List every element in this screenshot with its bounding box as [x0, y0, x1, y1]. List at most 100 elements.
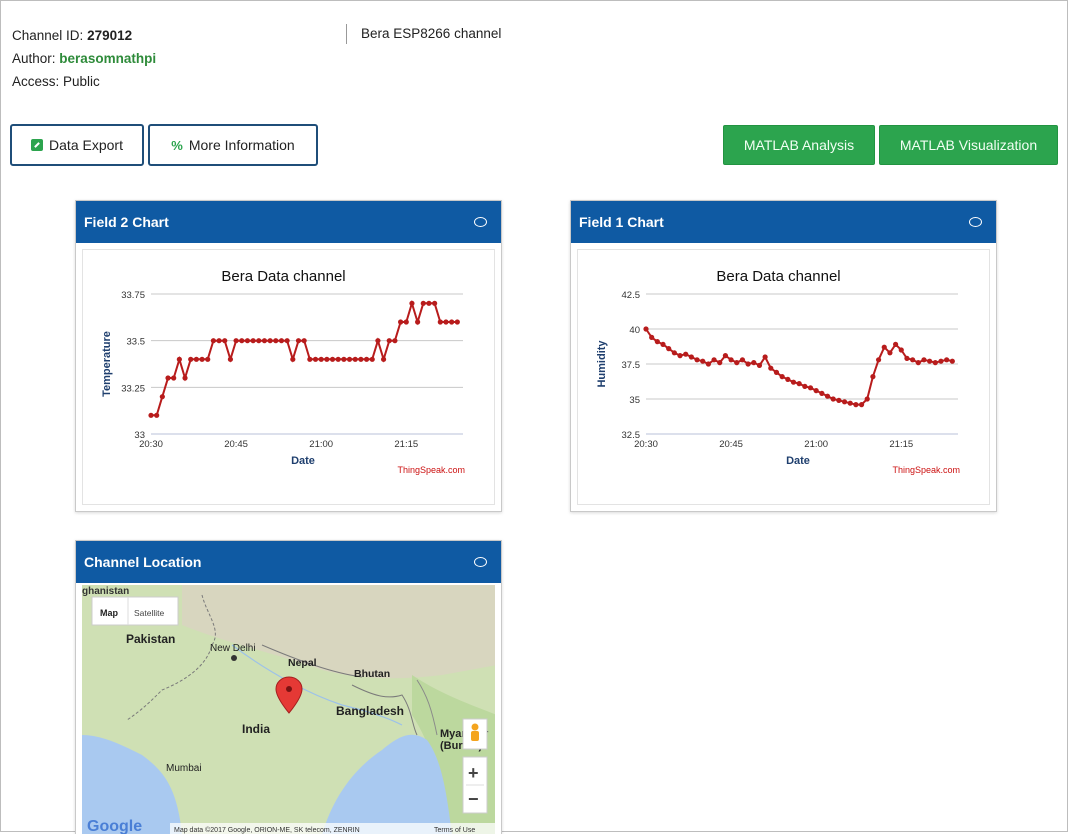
y-tick-label: 33.25	[121, 383, 145, 394]
data-point	[649, 334, 655, 340]
data-point	[722, 353, 729, 359]
data-point	[432, 300, 438, 306]
map-type-satellite-button[interactable]: Satellite	[134, 608, 165, 618]
data-point	[847, 400, 853, 406]
data-point	[756, 362, 763, 368]
data-point	[660, 341, 666, 347]
y-tick-label: 33	[134, 430, 145, 441]
data-point	[881, 344, 887, 350]
data-point	[677, 353, 683, 359]
matlab-visualization-button[interactable]: MATLAB Visualization	[879, 125, 1058, 165]
data-point	[449, 319, 455, 325]
data-point	[870, 374, 876, 380]
map-label-india: India	[242, 722, 270, 736]
data-point	[426, 300, 432, 306]
data-point	[830, 396, 836, 402]
comment-icon[interactable]	[969, 217, 982, 227]
data-export-button[interactable]: Data Export	[10, 124, 144, 166]
data-point	[216, 338, 222, 344]
y-tick-label: 40	[629, 325, 640, 336]
data-point	[915, 360, 921, 366]
comment-icon[interactable]	[474, 217, 487, 227]
data-point	[643, 326, 649, 332]
data-point	[728, 357, 734, 363]
y-tick-label: 37.5	[622, 360, 641, 371]
data-point	[329, 356, 336, 362]
field1-chart: Bera Data channel 32.5 35 37.5 40 42.5 20:30 20…	[596, 268, 960, 475]
data-point	[785, 376, 791, 382]
chart-credit: ThingSpeak.com	[397, 465, 465, 475]
data-point	[415, 319, 421, 325]
terms-of-use-link[interactable]: Terms of Use	[434, 827, 475, 834]
data-point	[705, 361, 711, 367]
zoom-in-button[interactable]: +	[468, 763, 479, 783]
map-label-pakistan: Pakistan	[126, 632, 175, 646]
data-point	[773, 369, 780, 375]
comment-icon[interactable]	[474, 557, 487, 567]
data-point	[273, 338, 279, 344]
data-point	[949, 358, 955, 364]
himalaya-region	[182, 585, 495, 679]
data-point	[802, 383, 808, 389]
panel-header: Field 2 Chart	[76, 201, 501, 243]
x-tick-label: 20:45	[719, 439, 743, 450]
data-point	[239, 338, 245, 344]
x-tick-label: 20:30	[139, 439, 163, 450]
data-point	[904, 355, 910, 361]
data-point	[403, 319, 409, 325]
data-point	[256, 338, 262, 344]
data-point	[671, 350, 677, 356]
data-point	[824, 393, 831, 399]
map-canvas[interactable]: Map Satellite ghanistan Pakistan New Del…	[82, 585, 495, 834]
data-point	[790, 379, 797, 385]
data-point	[762, 354, 768, 360]
y-tick-label: 33.5	[127, 337, 146, 348]
field2-chart: Bera Data channel 33 33.25 33.5 33.75 20:30 20…	[101, 268, 465, 475]
data-point	[683, 351, 689, 357]
export-icon	[31, 139, 44, 151]
data-point	[182, 375, 188, 381]
zoom-controls: + −	[462, 756, 488, 814]
channel-id-value: 279012	[87, 28, 133, 43]
access-row: Access: Public	[12, 70, 156, 93]
data-point	[188, 356, 194, 362]
data-point	[261, 338, 268, 344]
more-information-button[interactable]: % More Information	[148, 124, 318, 166]
zoom-out-button[interactable]: −	[468, 789, 479, 809]
data-point	[318, 356, 324, 362]
bay-of-bengal	[322, 734, 452, 834]
map-label-mumbai: Mumbai	[166, 763, 202, 774]
author-link[interactable]: berasomnathpi	[59, 51, 157, 66]
data-point	[409, 300, 415, 306]
data-point	[148, 412, 154, 418]
data-point	[700, 358, 706, 364]
data-point	[910, 357, 916, 363]
data-point	[807, 385, 814, 391]
x-tick-label: 21:15	[889, 439, 913, 450]
data-point	[199, 356, 205, 362]
location-map[interactable]: Map Satellite ghanistan Pakistan New Del…	[82, 585, 495, 834]
street-view-pegman-icon[interactable]	[462, 718, 488, 750]
data-point	[898, 347, 904, 353]
chart-title: Bera Data channel	[221, 268, 345, 285]
field1-chart-panel: Field 1 Chart Bera Data channel 32.5 35 37.…	[570, 200, 997, 512]
more-information-label: More Information	[188, 137, 295, 153]
data-point	[324, 356, 330, 362]
field2-chart-panel: Field 2 Chart Bera Data channel 33 33.25 33…	[75, 200, 502, 512]
channel-name: Bera ESP8266 channel	[346, 24, 501, 44]
data-point	[796, 381, 802, 387]
data-point	[779, 374, 785, 380]
data-point	[176, 356, 182, 362]
chart-frame: Bera Data channel 33 33.25 33.5 33.75 20:30 20…	[82, 249, 495, 505]
matlab-analysis-button[interactable]: MATLAB Analysis	[723, 125, 875, 165]
data-point	[278, 338, 285, 344]
x-tick-label: 21:15	[394, 439, 418, 450]
location-pin-icon[interactable]	[275, 676, 303, 714]
data-point	[392, 338, 398, 344]
data-point	[893, 341, 899, 347]
data-point	[666, 346, 672, 352]
data-point	[739, 357, 746, 363]
series-line	[645, 328, 953, 406]
map-type-map-button[interactable]: Map	[100, 608, 119, 618]
data-point	[386, 338, 392, 344]
